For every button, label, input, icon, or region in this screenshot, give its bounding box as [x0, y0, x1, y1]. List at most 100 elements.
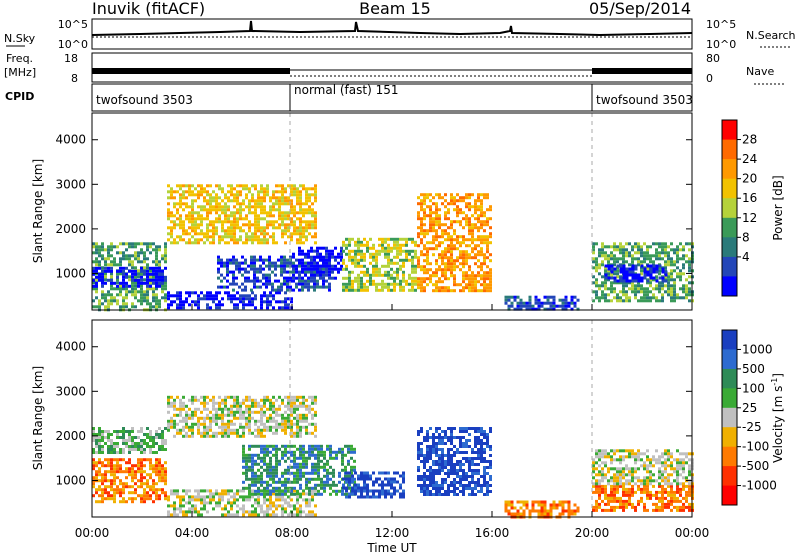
power-cell — [444, 214, 447, 218]
velocity-cell — [468, 475, 471, 478]
velocity-cell — [308, 480, 311, 484]
power-cell — [366, 279, 369, 283]
velocity-cell — [152, 436, 155, 439]
power-cell — [417, 262, 420, 266]
velocity-cell — [420, 427, 423, 430]
velocity-cell — [432, 484, 435, 487]
power-cell — [221, 229, 224, 233]
power-cell — [236, 217, 239, 221]
power-cell — [256, 270, 259, 274]
velocity-cell — [95, 442, 98, 445]
power-cell — [262, 282, 265, 286]
velocity-cell — [471, 475, 474, 478]
velocity-cell — [320, 447, 323, 451]
power-cell — [191, 226, 194, 230]
velocity-cell — [459, 466, 462, 469]
power-cell — [314, 184, 317, 188]
velocity-cell — [293, 407, 296, 411]
velocity-cell — [218, 425, 221, 429]
power-cell — [122, 269, 125, 273]
power-cell — [567, 301, 571, 305]
velocity-cell — [110, 451, 113, 454]
velocity-cell — [95, 476, 98, 480]
power-cell — [601, 251, 604, 255]
velocity-cell — [248, 456, 251, 460]
power-cell — [260, 202, 263, 206]
velocity-cell — [438, 484, 441, 487]
velocity-cell — [296, 422, 299, 426]
power-cell — [218, 196, 221, 200]
power-cell — [314, 187, 317, 191]
velocity-cell — [209, 410, 212, 414]
velocity-cell — [311, 413, 314, 417]
velocity-cell — [134, 445, 137, 448]
velocity-cell — [302, 419, 305, 423]
velocity-cell — [429, 427, 432, 430]
power-cell — [631, 254, 634, 258]
power-cell — [637, 251, 640, 255]
power-cell — [411, 279, 414, 283]
power-cell — [268, 261, 271, 265]
power-cell — [95, 296, 98, 300]
velocity-cell — [296, 456, 299, 460]
power-cell — [354, 276, 357, 280]
power-cell — [438, 277, 441, 281]
power-cell — [293, 211, 296, 215]
power-cell — [414, 276, 417, 280]
power-cell — [314, 220, 317, 224]
power-cell — [164, 299, 167, 303]
velocity-cell — [167, 504, 170, 508]
power-cell — [293, 190, 296, 194]
power-cell — [649, 290, 652, 294]
velocity-cell — [203, 489, 206, 493]
power-cell — [322, 246, 325, 250]
power-cell — [444, 229, 447, 233]
power-cell — [128, 278, 131, 282]
velocity-cell — [396, 489, 399, 493]
velocity-cell — [173, 422, 176, 426]
power-cell — [290, 232, 293, 236]
power-cell — [128, 263, 131, 267]
velocity-cell — [462, 469, 465, 472]
power-cell — [238, 270, 241, 274]
velocity-cell — [116, 442, 119, 445]
velocity-cell — [281, 450, 284, 454]
power-cell — [263, 193, 266, 197]
velocity-cell — [299, 401, 302, 405]
velocity-cell — [426, 469, 429, 472]
velocity-cell — [98, 461, 101, 465]
power-cell — [649, 257, 652, 261]
velocity-cell — [185, 513, 188, 517]
velocity-cell — [323, 474, 326, 478]
power-cell — [456, 235, 459, 239]
velocity-cell — [242, 471, 245, 475]
velocity-cell — [239, 434, 242, 438]
velocity-cell — [351, 492, 354, 496]
velocity-cell — [275, 450, 278, 454]
velocity-cell — [179, 501, 182, 505]
power-cell — [92, 260, 95, 264]
power-cell — [143, 269, 146, 273]
velocity-cell — [332, 471, 335, 475]
velocity-cell — [275, 422, 278, 426]
velocity-cell — [191, 498, 194, 502]
velocity-cell — [266, 483, 269, 487]
power-cell — [420, 205, 423, 209]
velocity-cell — [296, 468, 299, 472]
velocity-cell — [299, 395, 302, 399]
velocity-cell — [471, 427, 474, 430]
velocity-cell — [152, 451, 155, 454]
power-cell — [480, 274, 483, 278]
velocity-cell — [224, 395, 227, 399]
velocity-cell — [317, 474, 320, 478]
power-cell — [131, 287, 134, 291]
power-cell — [188, 205, 191, 209]
power-cell — [230, 211, 233, 215]
power-cell — [200, 184, 203, 188]
power-cell — [307, 252, 310, 256]
velocity-cell — [275, 431, 278, 435]
power-cell — [310, 246, 313, 250]
velocity-cell — [164, 473, 167, 477]
velocity-cell — [444, 442, 447, 445]
power-cell — [209, 229, 212, 233]
